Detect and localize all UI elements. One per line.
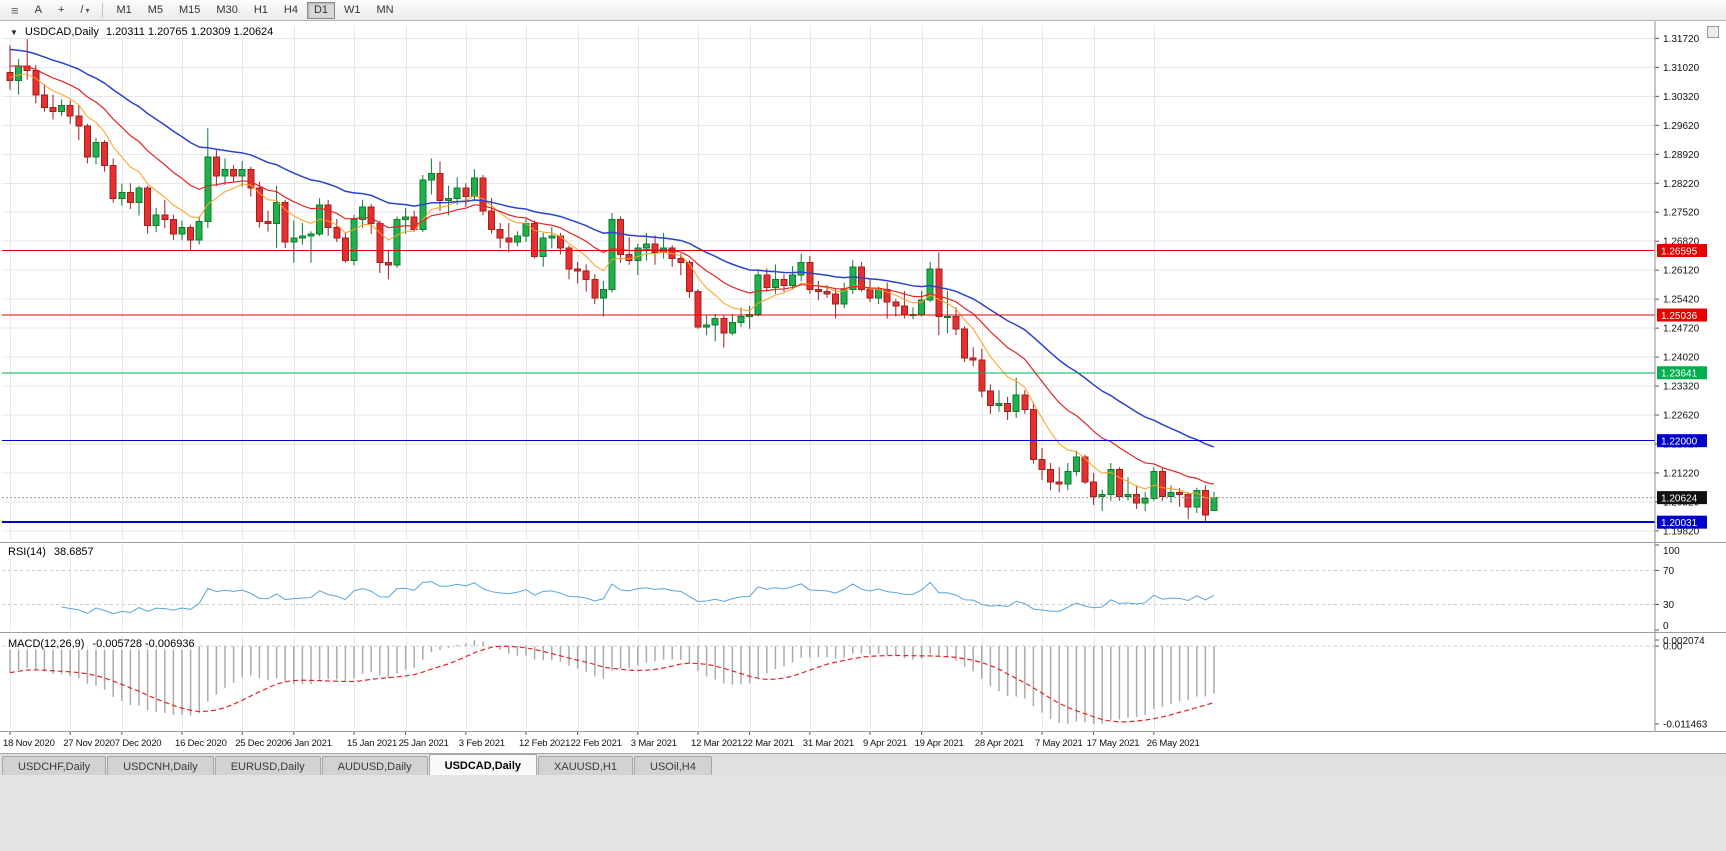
svg-text:30: 30 xyxy=(1663,600,1675,611)
svg-text:25 Jan 2021: 25 Jan 2021 xyxy=(399,738,449,749)
one-click-trading-icon[interactable]: ▼ xyxy=(10,27,18,37)
svg-text:15 Jan 2021: 15 Jan 2021 xyxy=(347,738,397,749)
svg-text:25 Dec 2020: 25 Dec 2020 xyxy=(235,738,287,749)
svg-text:7 May 2021: 7 May 2021 xyxy=(1035,738,1083,749)
svg-text:1.19820: 1.19820 xyxy=(1663,526,1700,537)
chart-canvas[interactable]: 1.31720 1.31020 1.30320 1.29620 1.28920 1.282… xyxy=(0,0,1726,753)
svg-text:1.25420: 1.25420 xyxy=(1663,295,1700,306)
svg-text:1.29620: 1.29620 xyxy=(1663,121,1700,132)
date-axis-layer: 18 Nov 2020 27 Nov 2020 7 Dec 2020 16 Dec 2… xyxy=(3,731,1200,749)
chart-tab-xauusd[interactable]: XAUUSD,H1 xyxy=(538,756,633,775)
chart-tab-usdcnh[interactable]: USDCNH,Daily xyxy=(107,756,214,775)
grid-layer xyxy=(2,26,1655,729)
macd-name: MACD(12,26,9) xyxy=(8,638,85,650)
toolbar-grip-icon[interactable]: ≡ xyxy=(11,2,19,18)
chart-restore-button[interactable] xyxy=(1707,26,1719,38)
svg-text:17 May 2021: 17 May 2021 xyxy=(1087,738,1140,749)
timeframe-h1-button[interactable]: H1 xyxy=(247,2,275,19)
frame-layer xyxy=(0,21,1726,732)
chart-tab-eurusd[interactable]: EURUSD,Daily xyxy=(214,756,321,775)
svg-text:1.22620: 1.22620 xyxy=(1663,411,1700,422)
moving-averages-layer xyxy=(9,48,1215,499)
svg-text:1.25036: 1.25036 xyxy=(1661,311,1698,322)
crosshair-button[interactable]: + xyxy=(51,2,71,19)
svg-text:19 Apr 2021: 19 Apr 2021 xyxy=(915,738,964,749)
svg-text:3 Feb 2021: 3 Feb 2021 xyxy=(459,738,505,749)
svg-text:31 Mar 2021: 31 Mar 2021 xyxy=(803,738,854,749)
svg-text:16 Dec 2020: 16 Dec 2020 xyxy=(175,738,227,749)
chart-tabs-bar: USDCHF,Daily USDCNH,Daily EURUSD,Daily A… xyxy=(0,753,1726,775)
svg-text:27 Nov 2020: 27 Nov 2020 xyxy=(63,738,115,749)
svg-text:1.31020: 1.31020 xyxy=(1663,63,1700,74)
svg-text:1.26120: 1.26120 xyxy=(1663,266,1700,277)
svg-text:28 Apr 2021: 28 Apr 2021 xyxy=(975,738,1024,749)
svg-text:1.27520: 1.27520 xyxy=(1663,208,1700,219)
svg-text:1.26595: 1.26595 xyxy=(1661,246,1698,257)
svg-text:1.22000: 1.22000 xyxy=(1661,436,1698,447)
svg-text:3 Mar 2021: 3 Mar 2021 xyxy=(631,738,677,749)
svg-text:0.002074: 0.002074 xyxy=(1663,636,1705,647)
svg-text:1.24720: 1.24720 xyxy=(1663,324,1700,335)
dropdown-caret-icon: ▾ xyxy=(85,5,90,15)
chart-background xyxy=(0,21,1726,753)
svg-text:9 Apr 2021: 9 Apr 2021 xyxy=(863,738,907,749)
macd-values: -0.005728 -0.006936 xyxy=(92,638,195,650)
chart-tab-usdchf[interactable]: USDCHF,Daily xyxy=(2,756,107,775)
draw-tools-button[interactable]: / ▾ xyxy=(73,2,96,19)
macd-indicator-label: MACD(12,26,9) -0.005728 -0.006936 xyxy=(6,638,197,650)
text-annotation-button[interactable]: A xyxy=(28,2,49,19)
svg-text:26 May 2021: 26 May 2021 xyxy=(1147,738,1200,749)
timeframe-h4-button[interactable]: H4 xyxy=(277,2,305,19)
chart-title: ▼ USDCAD,Daily 1.20311 1.20765 1.20309 1… xyxy=(7,26,277,38)
timeframe-m5-button[interactable]: M5 xyxy=(141,2,170,19)
timeframe-d1-button[interactable]: D1 xyxy=(306,1,336,19)
svg-text:1.26820: 1.26820 xyxy=(1663,237,1700,248)
chart-tab-audusd[interactable]: AUDUSD,Daily xyxy=(321,756,428,775)
svg-text:-0.011463: -0.011463 xyxy=(1663,719,1708,730)
timeframe-m30-button[interactable]: M30 xyxy=(209,2,244,19)
chart-tab-usdcad-active[interactable]: USDCAD,Daily xyxy=(428,754,538,775)
svg-text:6 Jan 2021: 6 Jan 2021 xyxy=(287,738,332,749)
toolbar-separator xyxy=(102,3,104,17)
svg-text:1.24020: 1.24020 xyxy=(1663,353,1700,364)
timeframe-w1-button[interactable]: W1 xyxy=(337,2,368,19)
svg-text:0.00: 0.00 xyxy=(1663,642,1683,653)
svg-text:1.20031: 1.20031 xyxy=(1661,518,1698,529)
rsi-name: RSI(14) xyxy=(8,546,46,558)
rsi-layer: 100 70 30 0 xyxy=(2,544,1680,632)
svg-text:1.31720: 1.31720 xyxy=(1663,34,1700,45)
svg-text:70: 70 xyxy=(1663,566,1675,577)
draw-line-icon: / xyxy=(80,4,84,16)
top-toolbar: ≡ A + / ▾ M1 M5 M15 M30 H1 H4 D1 W1 MN xyxy=(0,0,1726,21)
chart-tab-usoil[interactable]: USOil,H4 xyxy=(634,756,712,775)
svg-text:1.23641: 1.23641 xyxy=(1661,369,1698,380)
svg-text:1.28920: 1.28920 xyxy=(1663,150,1700,161)
svg-text:1.30320: 1.30320 xyxy=(1663,92,1700,103)
svg-text:7 Dec 2020: 7 Dec 2020 xyxy=(115,738,162,749)
svg-text:22 Feb 2021: 22 Feb 2021 xyxy=(571,738,622,749)
svg-text:12 Mar 2021: 12 Mar 2021 xyxy=(691,738,742,749)
svg-text:1.20624: 1.20624 xyxy=(1661,493,1698,504)
timeframe-m1-button[interactable]: M1 xyxy=(109,2,138,19)
svg-text:100: 100 xyxy=(1663,546,1680,557)
current-price-layer: 1.20624 xyxy=(2,491,1707,504)
levels-layer: 1.26595 1.25036 1.23641 1.22000 1.20031 xyxy=(2,244,1707,529)
svg-text:1.21220: 1.21220 xyxy=(1663,468,1700,479)
chart-symbol-period: USDCAD,Daily xyxy=(24,26,99,38)
svg-text:1.28220: 1.28220 xyxy=(1663,179,1700,190)
svg-text:18 Nov 2020: 18 Nov 2020 xyxy=(3,738,55,749)
svg-text:0: 0 xyxy=(1663,621,1669,632)
svg-text:1.23320: 1.23320 xyxy=(1663,382,1700,393)
svg-text:12 Feb 2021: 12 Feb 2021 xyxy=(519,738,570,749)
rsi-indicator-label: RSI(14) 38.6857 xyxy=(6,546,96,558)
chart-ohlc-values: 1.20311 1.20765 1.20309 1.20624 xyxy=(105,26,274,38)
timeframe-m15-button[interactable]: M15 xyxy=(172,2,207,19)
rsi-value: 38.6857 xyxy=(53,546,94,558)
svg-text:22 Mar 2021: 22 Mar 2021 xyxy=(743,738,794,749)
timeframe-mn-button[interactable]: MN xyxy=(370,2,401,19)
